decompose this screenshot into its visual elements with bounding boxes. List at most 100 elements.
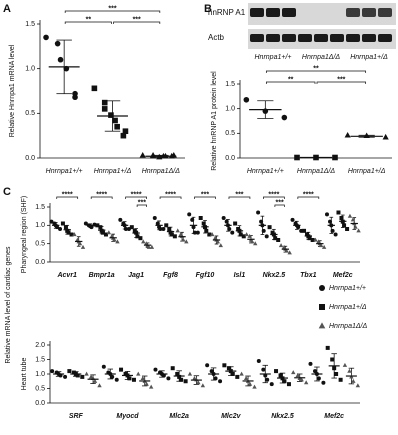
- data-point: [355, 383, 361, 388]
- data-point: [224, 219, 229, 224]
- data-point: [244, 232, 249, 237]
- data-point: [101, 106, 108, 112]
- data-point: [83, 221, 88, 226]
- x-tick-label: Mef2c: [324, 413, 344, 420]
- data-point: [338, 377, 343, 382]
- data-point: [167, 227, 172, 231]
- data-point: [247, 233, 252, 238]
- y-tick-label: 1.0: [225, 106, 235, 113]
- significance-label: ***: [133, 16, 141, 23]
- data-point: [110, 374, 115, 379]
- data-point: [146, 244, 152, 249]
- y-tick-label: 1.5: [35, 204, 45, 211]
- data-point: [205, 363, 210, 368]
- data-point: [290, 217, 295, 222]
- x-tick-label: Mlc2a: [169, 413, 189, 420]
- significance-label: ***: [138, 199, 146, 206]
- data-point: [170, 366, 175, 371]
- data-point: [101, 99, 108, 106]
- data-point: [350, 217, 356, 222]
- blot-row-label: Actb: [208, 33, 225, 42]
- y-axis-label: Relative hnRNP A1 protein level: [211, 71, 218, 171]
- x-tick-label: Myocd: [116, 413, 139, 420]
- y-tick-label: 0.0: [35, 400, 45, 407]
- x-tick-label: Mlc2v: [221, 413, 242, 420]
- shared-y-label: Relative mRNA level of cardiac genes: [5, 246, 12, 364]
- y-axis-label: Heart tube: [21, 358, 28, 391]
- x-tick-label: Hnrnpa1+/+: [247, 168, 284, 175]
- data-point: [140, 375, 145, 380]
- x-tick-label: Isl1: [234, 272, 246, 279]
- significance-bracket: [274, 204, 285, 207]
- data-point: [57, 56, 64, 63]
- data-point: [233, 221, 238, 226]
- data-point: [106, 230, 112, 235]
- data-point: [250, 239, 255, 244]
- significance-label: **: [86, 16, 92, 23]
- data-point: [342, 362, 348, 367]
- data-point: [318, 243, 324, 248]
- data-point: [261, 228, 266, 233]
- data-point: [209, 369, 214, 374]
- data-point: [169, 232, 174, 237]
- significance-bracket: [263, 196, 285, 199]
- y-tick-label: 0.0: [35, 259, 45, 266]
- significance-label: ***: [108, 5, 116, 12]
- x-tick-label: Tbx1: [300, 272, 316, 279]
- significance-label: ****: [131, 191, 142, 198]
- y-tick-label: 1.5: [35, 356, 45, 363]
- data-point: [235, 374, 240, 379]
- x-tick-label: Hnrnpa1+/Δ: [94, 168, 132, 175]
- y-tick-label: 2.0: [35, 342, 45, 349]
- data-point: [136, 371, 141, 376]
- significance-bracket: [228, 196, 251, 199]
- significance-bracket: [265, 81, 316, 84]
- x-tick-label: Hnrnpa1Δ/Δ: [142, 168, 180, 175]
- data-point: [114, 123, 120, 130]
- x-tick-label: Hnrnpa1Δ/Δ: [297, 168, 335, 175]
- x-tick-label: Fgf8: [163, 272, 178, 279]
- data-point: [149, 244, 155, 249]
- significance-bracket: [136, 204, 147, 207]
- significance-label: ***: [337, 76, 345, 83]
- x-tick-label: Acvr1: [56, 272, 77, 279]
- data-point: [138, 236, 143, 241]
- data-point: [342, 223, 347, 228]
- data-point: [129, 225, 134, 230]
- x-tick-label: Nkx2.5: [271, 413, 294, 420]
- data-point: [103, 232, 108, 237]
- data-point: [226, 366, 231, 371]
- data-point: [296, 225, 301, 230]
- data-point: [230, 230, 235, 235]
- data-point: [97, 383, 102, 388]
- data-point: [179, 377, 184, 382]
- data-point: [100, 230, 105, 235]
- data-point: [89, 225, 94, 230]
- data-point: [333, 232, 338, 237]
- data-point: [230, 372, 235, 376]
- data-point: [98, 225, 103, 230]
- data-point: [336, 210, 341, 215]
- data-point: [54, 40, 61, 47]
- western-blot: hnRNP A1 Actb Hnrnpa1+/+ Hnrnpa1Δ/Δ Hnrn…: [208, 3, 396, 61]
- blot-lane-label: Hnrnpa1Δ/Δ: [302, 54, 340, 61]
- y-tick-label: 0.0: [225, 155, 235, 162]
- panel-label: B: [204, 3, 212, 15]
- significance-label: ****: [96, 191, 107, 198]
- data-point: [265, 377, 270, 382]
- significance-bracket: [56, 196, 79, 199]
- significance-label: ***: [201, 191, 209, 198]
- data-point: [247, 381, 253, 386]
- data-point: [148, 384, 154, 389]
- data-point: [75, 373, 80, 378]
- data-point: [200, 383, 206, 388]
- data-point: [345, 227, 350, 231]
- data-point: [276, 238, 281, 242]
- y-axis-label: Pharyngeal region (SHF): [21, 196, 28, 273]
- significance-bracket: [159, 196, 182, 199]
- data-point: [201, 221, 206, 226]
- data-point: [198, 216, 203, 220]
- data-point: [112, 237, 117, 242]
- legend-label: Hnrnpa1+/+: [329, 285, 366, 292]
- y-tick-label: 1.5: [225, 81, 235, 88]
